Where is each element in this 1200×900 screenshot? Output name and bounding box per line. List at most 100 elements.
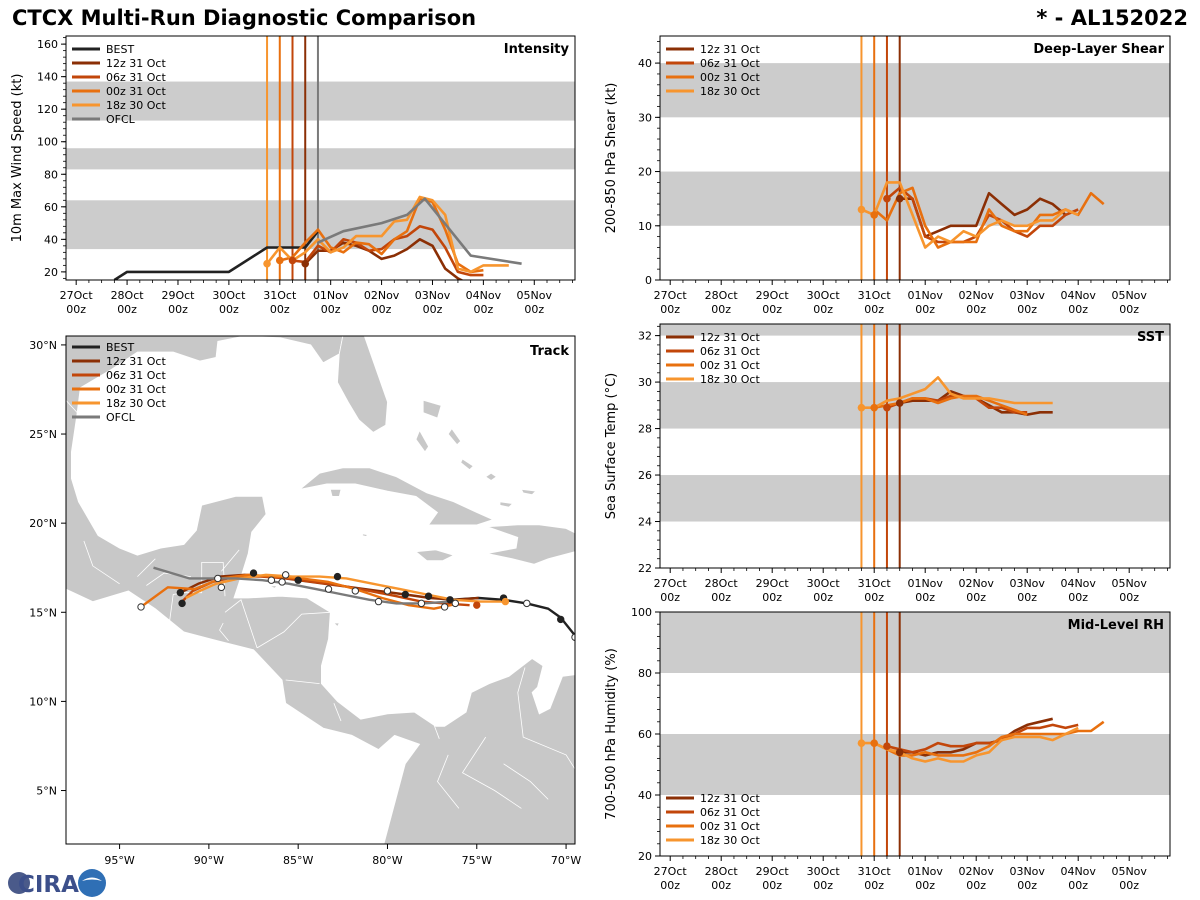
intensity-series-line bbox=[266, 195, 509, 274]
sst-xtick-label-hour: 00z bbox=[813, 591, 833, 604]
track-series-line bbox=[153, 566, 451, 605]
track-land-shape bbox=[332, 622, 340, 628]
rh-legend-label: 12z 31 Oct bbox=[700, 792, 760, 805]
track-position-dot bbox=[440, 603, 449, 611]
track-land-shape bbox=[337, 336, 388, 433]
intensity-ytick-label: 20 bbox=[44, 266, 58, 279]
track-xtick-label: 90°W bbox=[194, 854, 224, 867]
track-frame bbox=[65, 335, 576, 845]
rh-xtick-label-hour: 00z bbox=[1068, 879, 1088, 892]
shear-xtick-label-hour: 00z bbox=[864, 303, 884, 316]
intensity-ytick-label: 140 bbox=[37, 71, 58, 84]
page-title: CTCX Multi-Run Diagnostic Comparison bbox=[12, 6, 477, 30]
rh-series-marker bbox=[870, 739, 878, 747]
sst-xtick-label: 05Nov bbox=[1111, 577, 1147, 590]
track-border-line bbox=[66, 399, 83, 419]
track-position-dot bbox=[278, 578, 286, 586]
intensity-legend-label: 12z 31 Oct bbox=[106, 57, 166, 70]
track-position-dot bbox=[324, 585, 333, 593]
logo-globe-left-icon bbox=[8, 872, 30, 894]
sst-xtick-label-hour: 00z bbox=[762, 591, 782, 604]
track-border-line bbox=[137, 558, 156, 577]
sst-xtick-label: 04Nov bbox=[1060, 577, 1096, 590]
track-land-shape bbox=[614, 550, 644, 559]
intensity-xtick-label: 03Nov bbox=[415, 289, 451, 302]
shear-panel: 01020304027Oct00z28Oct00z29Oct00z30Oct00… bbox=[604, 35, 1171, 316]
shear-xtick-label: 27Oct bbox=[654, 289, 688, 302]
rh-xtick-label: 02Nov bbox=[958, 865, 994, 878]
intensity-xtick-label: 01Nov bbox=[313, 289, 349, 302]
sst-xtick-label: 29Oct bbox=[756, 577, 790, 590]
sst-xtick-label-hour: 00z bbox=[1119, 591, 1139, 604]
rh-xtick-label-hour: 00z bbox=[915, 879, 935, 892]
track-border-line bbox=[285, 679, 320, 684]
shear-xtick-label: 01Nov bbox=[907, 289, 943, 302]
track-border-line bbox=[517, 667, 575, 770]
intensity-frame bbox=[65, 35, 576, 281]
track-xtick-label: 95°W bbox=[104, 854, 134, 867]
track-land-shape bbox=[422, 399, 442, 419]
track-position-dot bbox=[401, 590, 410, 599]
shear-xtick-label-hour: 00z bbox=[915, 303, 935, 316]
sst-xtick-label-hour: 00z bbox=[711, 591, 731, 604]
track-position-dot bbox=[383, 587, 392, 595]
shear-xtick-label: 04Nov bbox=[1060, 289, 1096, 302]
track-position-dot bbox=[451, 599, 460, 608]
rh-xtick-label: 29Oct bbox=[756, 865, 790, 878]
track-border-line bbox=[169, 562, 226, 622]
intensity-legend-label: OFCL bbox=[106, 113, 136, 126]
rh-ytick-label: 20 bbox=[638, 850, 652, 863]
intensity-xtick-label: 29Oct bbox=[161, 289, 195, 302]
sst-series-marker bbox=[870, 403, 878, 412]
shear-xtick-label: 29Oct bbox=[756, 289, 790, 302]
track-land-shape bbox=[520, 488, 537, 496]
sst-xtick-label: 27Oct bbox=[654, 577, 688, 590]
track-position-dot bbox=[333, 572, 342, 581]
intensity-xtick-label-hour: 00z bbox=[423, 303, 443, 316]
track-border-line bbox=[333, 703, 342, 722]
track-legend-label: 06z 31 Oct bbox=[106, 369, 166, 382]
track-xtick-label: 80°W bbox=[372, 854, 402, 867]
track-legend-label: OFCL bbox=[106, 411, 136, 424]
track-position-dot bbox=[417, 599, 426, 608]
sst-legend-label: 06z 31 Oct bbox=[700, 345, 760, 358]
intensity-series-marker bbox=[275, 256, 284, 265]
intensity-series-marker bbox=[288, 256, 297, 265]
shear-xtick-label: 31Oct bbox=[858, 289, 892, 302]
track-position-dot bbox=[523, 599, 531, 608]
track-legend-label: 18z 30 Oct bbox=[106, 397, 166, 410]
intensity-series-line bbox=[279, 197, 484, 274]
intensity-panel: 2040608010012014016027Oct00z28Oct00z29Oc… bbox=[10, 35, 576, 316]
rh-legend-label: 00z 31 Oct bbox=[700, 820, 760, 833]
intensity-legend-label: 18z 30 Oct bbox=[106, 99, 166, 112]
rh-xtick-label: 28Oct bbox=[705, 865, 739, 878]
sst-series-marker bbox=[883, 403, 891, 412]
rh-xtick-label: 05Nov bbox=[1111, 865, 1147, 878]
track-border-line bbox=[461, 736, 522, 809]
track-position-dot bbox=[446, 596, 454, 604]
track-position-dot bbox=[137, 603, 145, 611]
sst-ylabel: Sea Surface Temp (°C) bbox=[604, 373, 619, 520]
intensity-series-marker bbox=[301, 259, 310, 268]
logo-text: CIRA bbox=[18, 872, 79, 898]
rh-xtick-label: 27Oct bbox=[654, 865, 688, 878]
shear-xtick-label: 30Oct bbox=[807, 289, 841, 302]
rh-xtick-label-hour: 00z bbox=[660, 879, 680, 892]
rh-title: Mid-Level RH bbox=[1068, 618, 1164, 633]
track-xtick-label: 75°W bbox=[462, 854, 492, 867]
track-land-shape bbox=[487, 524, 575, 565]
storm-id: * - AL152022 bbox=[1036, 6, 1188, 30]
track-land-shape bbox=[269, 584, 278, 589]
sst-ytick-label: 28 bbox=[638, 423, 652, 436]
track-xtick-label: 85°W bbox=[283, 854, 313, 867]
track-position-dot bbox=[351, 587, 360, 595]
track-land-shape bbox=[415, 429, 430, 453]
intensity-legend-label: 06z 31 Oct bbox=[106, 71, 166, 84]
sst-legend-label: 00z 31 Oct bbox=[700, 359, 760, 372]
sst-ytick-label: 22 bbox=[638, 562, 652, 575]
sst-legend-label: 12z 31 Oct bbox=[700, 331, 760, 344]
shear-ylabel: 200-850 hPa Shear (kt) bbox=[604, 83, 619, 234]
track-position-dot bbox=[267, 576, 276, 584]
track-land-shape bbox=[299, 467, 494, 526]
track-land-shape bbox=[484, 472, 498, 481]
